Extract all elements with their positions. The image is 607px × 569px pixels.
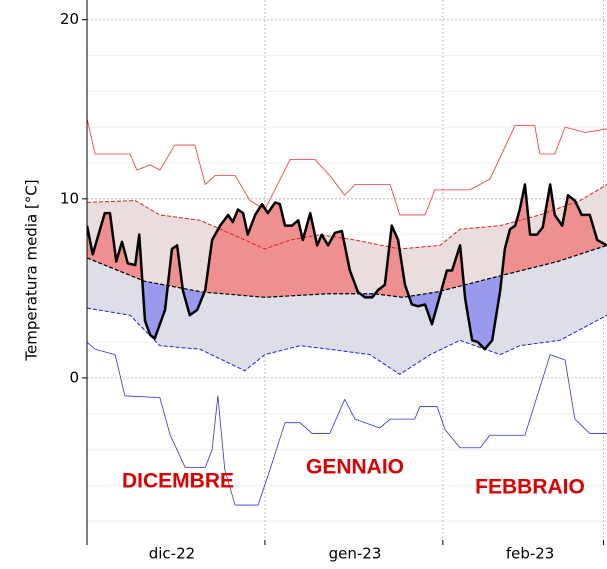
y-tick-label: 20 bbox=[60, 10, 79, 28]
series-line bbox=[87, 244, 607, 298]
x-tick-label: gen-23 bbox=[329, 545, 382, 563]
plot-area bbox=[87, 0, 607, 540]
series-line bbox=[87, 341, 607, 506]
above-fill bbox=[87, 184, 607, 298]
x-tick-label: feb-23 bbox=[506, 545, 555, 563]
annotation: GENNAIO bbox=[306, 456, 404, 479]
y-axis-label: Temperatura media [°C] bbox=[23, 179, 41, 361]
annotation: DICEMBRE bbox=[122, 470, 234, 493]
y-tick-label: 10 bbox=[60, 189, 79, 207]
annotation: FEBBRAIO bbox=[475, 476, 585, 499]
series-line bbox=[87, 118, 607, 216]
series-line bbox=[87, 183, 607, 351]
below-fill bbox=[87, 245, 607, 350]
series-line bbox=[87, 184, 607, 250]
y-tick-label: 0 bbox=[69, 368, 79, 386]
series-line bbox=[87, 307, 607, 375]
x-tick-label: dic-22 bbox=[149, 545, 195, 563]
